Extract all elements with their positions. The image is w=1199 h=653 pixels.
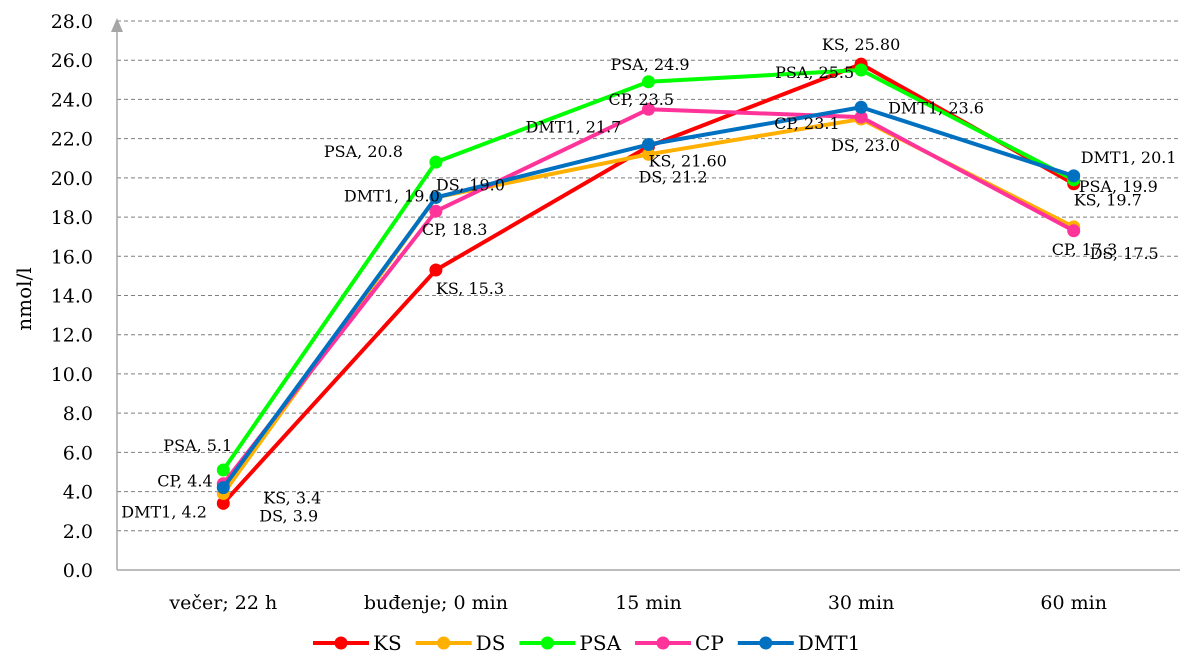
y-tick-label: 6.0 — [63, 442, 93, 464]
data-label: DMT1, 4.2 — [121, 503, 207, 522]
y-tick-label: 8.0 — [63, 403, 93, 425]
legend-label: PSA — [579, 631, 621, 653]
y-tick-label: 24.0 — [51, 89, 93, 111]
legend-marker-dmt1 — [759, 637, 772, 650]
y-axis-arrow — [111, 18, 123, 32]
legend-label: DMT1 — [798, 631, 861, 653]
data-label: DS, 21.2 — [639, 167, 708, 186]
legend-marker-psa — [541, 637, 554, 650]
y-tick-label: 2.0 — [63, 521, 93, 543]
y-tick-label: 14.0 — [51, 286, 93, 308]
data-label: DS, 23.0 — [831, 136, 900, 155]
data-label: PSA, 5.1 — [163, 436, 232, 455]
data-point-psa — [855, 64, 868, 77]
data-label: DMT1, 20.1 — [1081, 148, 1177, 167]
data-label: DS, 19.0 — [436, 175, 505, 194]
legend-marker-ds — [437, 637, 450, 650]
y-tick-label: 28.0 — [51, 11, 93, 33]
data-point-ks — [429, 264, 442, 277]
y-tick-label: 10.0 — [51, 364, 93, 386]
y-axis-label: nmol/l — [12, 267, 36, 330]
data-label: DS, 3.9 — [259, 507, 318, 526]
x-tick-labels: večer; 22 h buđenje; 0 min 15 min 30 min 60 … — [168, 592, 1107, 614]
data-label: PSA, 24.9 — [611, 55, 690, 74]
legend-marker-cp — [657, 637, 670, 650]
y-tick-label: 0.0 — [63, 560, 93, 582]
series-group — [217, 58, 1080, 510]
series-line-psa — [223, 70, 1073, 470]
legend-marker-ks — [335, 637, 348, 650]
y-tick-label: 4.0 — [63, 482, 93, 504]
y-tick-label: 20.0 — [51, 168, 93, 190]
x-tick-label: 15 min — [615, 592, 682, 614]
data-point-psa — [642, 75, 655, 88]
y-tick-label: 16.0 — [51, 246, 93, 268]
data-label: PSA, 20.8 — [324, 142, 403, 161]
data-label: DMT1, 21.7 — [526, 118, 622, 137]
data-label: DMT1, 19.0 — [344, 186, 440, 205]
x-tick-label: 30 min — [828, 592, 895, 614]
data-label: KS, 3.4 — [263, 488, 321, 507]
data-point-dmt1 — [855, 101, 868, 114]
data-point-psa — [217, 464, 230, 477]
data-point-dmt1 — [642, 138, 655, 151]
y-tick-labels: 0.0 2.0 4.0 6.0 8.0 10.0 12.0 14.0 16.0 18.0 20.0 2… — [51, 11, 93, 582]
data-point-dmt1 — [217, 481, 230, 494]
y-tick-label: 22.0 — [51, 129, 93, 151]
data-label: KS, 15.3 — [436, 279, 504, 298]
x-tick-label: 60 min — [1040, 592, 1107, 614]
y-tick-label: 26.0 — [51, 50, 93, 72]
legend-label: DS — [476, 631, 506, 653]
data-label: PSA, 25.5 — [775, 63, 854, 82]
data-label: DMT1, 23.6 — [888, 98, 984, 117]
data-label: CP, 23.1 — [774, 114, 840, 133]
y-tick-label: 12.0 — [51, 325, 93, 347]
data-label: CP, 4.4 — [157, 472, 212, 491]
legend-label: CP — [695, 631, 724, 653]
data-label: PSA, 19.9 — [1079, 177, 1158, 196]
y-tick-label: 18.0 — [51, 207, 93, 229]
data-label: CP, 23.5 — [609, 90, 675, 109]
data-label: CP, 18.3 — [422, 220, 488, 239]
data-label: KS, 25.80 — [822, 35, 900, 54]
legend: KS DS PSA CP DMT1 — [313, 631, 860, 653]
x-tick-label: buđenje; 0 min — [364, 592, 508, 614]
data-point-psa — [429, 156, 442, 169]
x-tick-label: večer; 22 h — [168, 592, 277, 614]
data-point-cp — [1067, 224, 1080, 237]
data-label: CP, 17.3 — [1052, 240, 1118, 259]
legend-label: KS — [373, 631, 402, 653]
